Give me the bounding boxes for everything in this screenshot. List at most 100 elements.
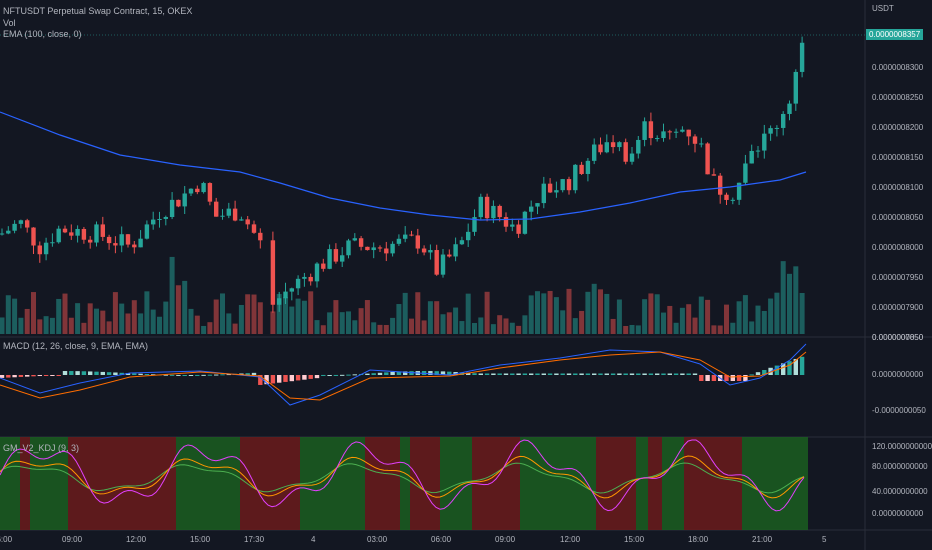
kdj-zone-band xyxy=(636,437,648,530)
macd-histogram-bar xyxy=(125,373,131,375)
kdj-zone-band xyxy=(596,437,636,530)
macd-histogram-bar xyxy=(31,375,36,377)
price-tick-label: 0.0000007850 xyxy=(872,333,924,342)
volume-bar xyxy=(0,317,5,334)
candle-body xyxy=(617,142,622,148)
macd-histogram-bar xyxy=(69,371,74,375)
kdj-zone-band xyxy=(240,437,300,530)
candle-body xyxy=(62,228,68,233)
volume-bar xyxy=(56,298,62,334)
candle-body xyxy=(283,291,288,299)
last-price-tag: 0.0000008357 xyxy=(866,29,924,40)
candle-body xyxy=(25,220,30,228)
time-tick-label: 12:00 xyxy=(560,535,581,544)
time-tick-label: 21:00 xyxy=(752,535,773,544)
macd-histogram-bar xyxy=(308,375,313,379)
macd-histogram-bar xyxy=(182,374,187,376)
candle-body xyxy=(295,278,301,289)
volume-bar xyxy=(112,292,118,334)
volume-bar xyxy=(207,322,213,334)
candle-body xyxy=(503,217,509,227)
candle-body xyxy=(453,244,458,257)
volume-bar xyxy=(711,325,717,334)
macd-histogram-bar xyxy=(755,372,761,375)
candle-body xyxy=(573,164,578,191)
symbol-title: NFTUSDT Perpetual Swap Contract, 15, OKE… xyxy=(3,6,193,16)
macd-histogram-bar xyxy=(516,373,521,375)
macd-histogram-bar xyxy=(736,375,742,381)
kdj-indicator-label[interactable]: GM_V2_KDJ (9, 3) xyxy=(3,443,80,453)
macd-histogram-bar xyxy=(75,371,80,375)
macd-histogram-bar xyxy=(289,375,294,382)
candle-body xyxy=(491,205,496,219)
candle-body xyxy=(440,254,446,275)
candle-body xyxy=(6,230,11,234)
candle-body xyxy=(799,42,805,72)
volume-bar xyxy=(182,280,188,334)
macd-histogram-bar xyxy=(18,375,24,377)
volume-bar xyxy=(396,304,402,334)
candle-body xyxy=(163,217,168,219)
macd-histogram-bar xyxy=(610,373,616,375)
candle-body xyxy=(421,248,427,253)
time-tick-label: 09:00 xyxy=(495,535,516,544)
candle-body xyxy=(182,193,187,207)
macd-histogram-bar xyxy=(100,371,105,375)
volume-bar xyxy=(648,293,654,334)
candle-body xyxy=(604,142,609,153)
volume-bar xyxy=(188,308,194,334)
vol-indicator-label[interactable]: Vol xyxy=(3,18,16,28)
volume-bar xyxy=(213,299,219,334)
macd-histogram-bar xyxy=(541,373,546,375)
candle-body xyxy=(623,142,628,162)
macd-histogram-bar xyxy=(793,358,798,375)
candle-body xyxy=(560,179,565,191)
volume-bar xyxy=(661,312,666,334)
volume-bar xyxy=(320,325,326,334)
candle-body xyxy=(711,174,717,176)
macd-indicator-label[interactable]: MACD (12, 26, close, 9, EMA, EMA) xyxy=(3,341,149,351)
macd-histogram-bar xyxy=(491,373,496,375)
candle-body xyxy=(169,199,175,218)
volume-bar xyxy=(232,323,238,334)
kdj-tick-label: 0.0000000000 xyxy=(872,509,924,518)
candle-body xyxy=(648,121,654,139)
kdj-zone-band xyxy=(400,437,410,530)
volume-bar xyxy=(610,318,616,334)
macd-histogram-bar xyxy=(283,375,288,382)
candle-body xyxy=(239,219,244,221)
macd-histogram-bar xyxy=(270,375,276,384)
candle-body xyxy=(270,240,276,305)
macd-histogram-bar xyxy=(220,374,225,376)
candle-body xyxy=(340,255,345,262)
macd-histogram-bar xyxy=(661,373,666,375)
volume-bar xyxy=(730,322,736,334)
kdj-zone-band xyxy=(742,437,808,530)
candle-body xyxy=(251,224,257,233)
ema-indicator-label[interactable]: EMA (100, close, 0) xyxy=(3,29,82,39)
macd-histogram-bar xyxy=(201,374,206,376)
candle-body xyxy=(0,233,5,235)
macd-histogram-bar xyxy=(43,375,49,376)
candle-body xyxy=(314,263,320,282)
volume-bar xyxy=(402,292,408,334)
candle-body xyxy=(667,131,672,133)
volume-bar xyxy=(276,293,282,334)
macd-histogram-bar xyxy=(214,374,219,376)
macd-histogram-bar xyxy=(132,373,137,375)
macd-histogram-bar xyxy=(673,373,679,375)
candle-body xyxy=(396,238,402,244)
candle-body xyxy=(37,245,42,255)
ema-line xyxy=(0,111,807,221)
candle-body xyxy=(541,183,546,204)
volume-bar xyxy=(472,322,477,334)
macd-histogram-bar xyxy=(81,371,87,375)
macd-histogram-bar xyxy=(592,373,597,375)
macd-histogram-bar xyxy=(138,373,143,375)
time-tick-label: 12:00 xyxy=(126,535,147,544)
candle-body xyxy=(655,138,660,140)
candle-body xyxy=(258,232,263,241)
macd-histogram-bar xyxy=(743,375,748,381)
candle-body xyxy=(327,249,332,269)
